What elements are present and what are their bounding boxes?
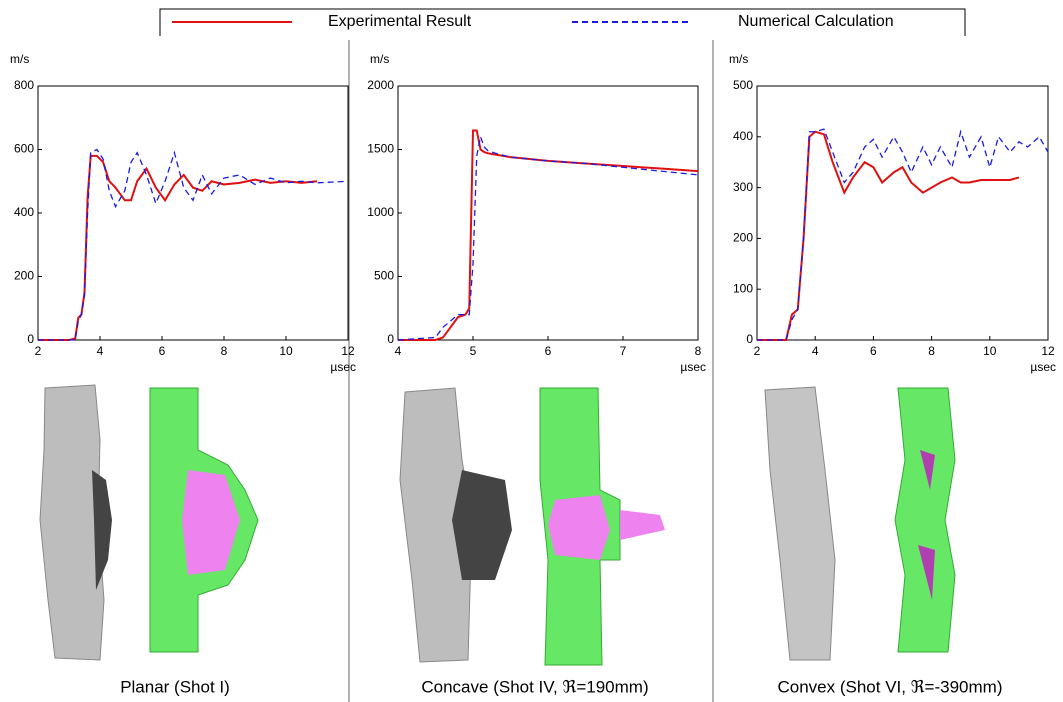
x-axis-label: µsec (1030, 360, 1056, 374)
series-line (38, 154, 318, 341)
x-tick-label: 6 (159, 344, 166, 358)
x-tick-label: 7 (620, 344, 627, 358)
x-tick-label: 8 (928, 344, 935, 358)
y-tick-label: 2000 (367, 78, 394, 92)
x-tick-label: 6 (870, 344, 877, 358)
simulation-detail (182, 470, 240, 575)
plot-frame (397, 85, 699, 341)
x-tick-label: 8 (695, 344, 702, 358)
photo (39, 384, 105, 661)
x-tick-label: 8 (221, 344, 228, 358)
plot-frame (37, 85, 349, 341)
photo-detail (452, 470, 512, 580)
y-tick-label: 500 (374, 269, 394, 283)
y-tick-label: 1500 (367, 142, 394, 156)
series-line (38, 148, 349, 341)
y-tick-label: 400 (14, 205, 34, 219)
y-tick-label: 0 (746, 332, 753, 346)
y-tick-label: 100 (733, 281, 753, 295)
x-tick-label: 12 (341, 344, 355, 358)
y-tick-label: 1000 (367, 205, 394, 219)
photo (764, 386, 836, 661)
y-tick-label: 400 (733, 129, 753, 143)
y-tick-label: 800 (14, 78, 34, 92)
caption: Planar (Shot I) (120, 677, 230, 696)
simulation-detail (918, 450, 935, 600)
legend-box (159, 8, 966, 36)
caption: Convex (Shot VI, ℜ=-390mm) (777, 677, 1002, 696)
y-tick-label: 200 (14, 269, 34, 283)
y-axis-label: m/s (729, 52, 748, 66)
plot-frame (756, 85, 1049, 341)
x-tick-label: 12 (1041, 344, 1055, 358)
y-tick-label: 500 (733, 78, 753, 92)
x-axis-label: µsec (330, 360, 356, 374)
y-tick-label: 200 (733, 231, 753, 245)
series-line (397, 134, 699, 341)
legend: Experimental Result Numerical Calculatio… (159, 8, 966, 36)
simulation-detail (548, 495, 665, 560)
series-line (757, 130, 1020, 341)
x-tick-label: 4 (97, 344, 104, 358)
y-tick-label: 0 (387, 332, 394, 346)
x-tick-label: 10 (279, 344, 293, 358)
x-tick-label: 4 (395, 344, 402, 358)
y-tick-label: 600 (14, 142, 34, 156)
caption: Concave (Shot IV, ℜ=190mm) (421, 677, 648, 696)
simulation (894, 387, 956, 653)
x-tick-label: 4 (812, 344, 819, 358)
x-tick-label: 2 (35, 344, 42, 358)
legend-label: Numerical Calculation (738, 13, 894, 30)
photo-detail (92, 470, 112, 590)
y-tick-label: 300 (733, 180, 753, 194)
x-tick-label: 5 (470, 344, 477, 358)
specimen-images (39, 384, 956, 666)
x-axis-label: µsec (680, 360, 706, 374)
x-tick-label: 6 (545, 344, 552, 358)
y-tick-label: 0 (27, 332, 34, 346)
photo (399, 387, 473, 663)
y-axis-label: m/s (10, 52, 29, 66)
x-tick-label: 2 (754, 344, 761, 358)
series-line (398, 129, 699, 341)
x-tick-label: 10 (983, 344, 997, 358)
legend-label: Experimental Result (328, 13, 472, 30)
y-axis-label: m/s (370, 52, 389, 66)
series-line (757, 128, 1049, 341)
